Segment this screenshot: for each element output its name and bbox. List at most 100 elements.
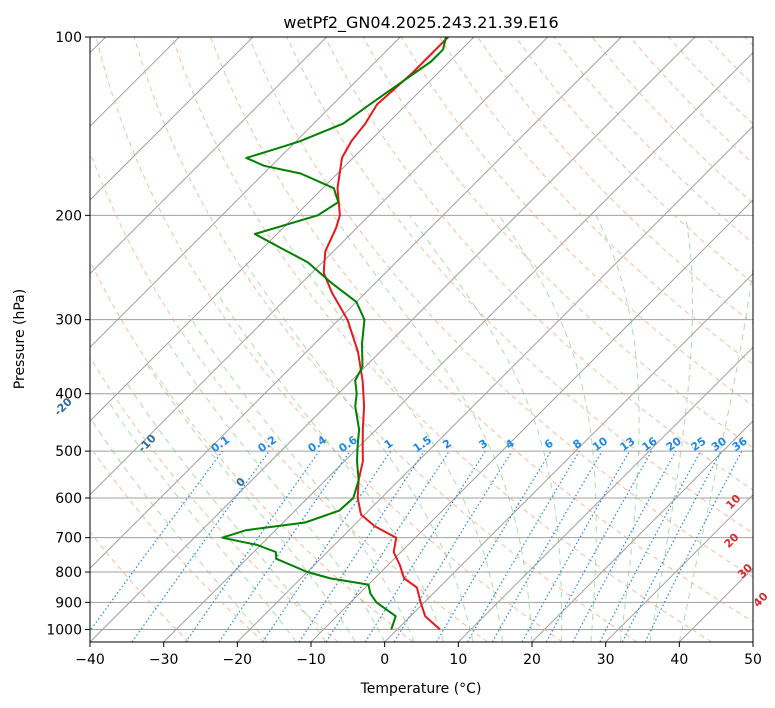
moist-adiabat-line bbox=[408, 215, 563, 642]
plot-frame bbox=[89, 36, 754, 643]
isotherm-line bbox=[90, 37, 549, 496]
y-tick-label: 1000 bbox=[46, 622, 82, 638]
y-tick-label: 600 bbox=[55, 491, 82, 507]
chart-title: wetPf2_GN04.2025.243.21.39.E16 bbox=[283, 13, 558, 33]
x-tick-label: 50 bbox=[744, 652, 762, 668]
y-tick-label: 900 bbox=[55, 595, 82, 611]
dry-adiabat-line bbox=[171, 37, 712, 642]
isotherm-line bbox=[236, 125, 753, 642]
line-labels: 0.10.20.40.611.52346810131620253036-100-… bbox=[0, 363, 771, 610]
mixing-ratio-line bbox=[599, 450, 702, 642]
mixing-ratio-label: 0.4 bbox=[306, 433, 330, 455]
dry-adiabat-line bbox=[744, 37, 753, 47]
y-axis-label: Pressure (hPa) bbox=[12, 289, 28, 389]
moist-adiabat-line bbox=[277, 227, 503, 642]
x-tick-label: 20 bbox=[523, 652, 541, 668]
y-tick-label: 300 bbox=[55, 313, 82, 329]
x-tick-label: 40 bbox=[670, 652, 688, 668]
y-tick-label: 200 bbox=[55, 208, 82, 224]
x-tick-label: −10 bbox=[296, 652, 326, 668]
isotherm-line bbox=[678, 567, 753, 642]
dry-adiabat-line bbox=[515, 37, 753, 284]
dry-adiabat-line bbox=[286, 37, 753, 534]
background-lines bbox=[90, 37, 753, 642]
mixing-ratio-label: 2 bbox=[440, 437, 454, 452]
mixing-ratio-label: 0.2 bbox=[256, 433, 279, 455]
moist-adiabat-line bbox=[332, 215, 533, 642]
mixing-ratio-line bbox=[131, 450, 270, 642]
x-tick-label: −30 bbox=[149, 652, 179, 668]
mixing-ratio-line bbox=[572, 450, 677, 642]
mixing-ratio-line bbox=[298, 450, 425, 642]
isotherm-line bbox=[605, 493, 753, 642]
dry-adiabat-line bbox=[133, 37, 638, 642]
x-axis-label: Temperature (°C) bbox=[360, 681, 482, 697]
dewpoint-line bbox=[221, 37, 447, 630]
y-tick-label: 400 bbox=[55, 387, 82, 403]
moist-adiabat-line bbox=[244, 262, 474, 642]
mixing-ratio-line bbox=[262, 450, 392, 642]
dry-adiabat-line bbox=[400, 37, 753, 407]
moist-adiabat-label: 20 bbox=[722, 530, 742, 550]
dry-adiabat-line bbox=[248, 37, 753, 578]
mixing-ratio-line bbox=[364, 450, 486, 642]
x-tick-label: −20 bbox=[223, 652, 253, 668]
moist-adiabat-line bbox=[165, 340, 386, 642]
isotherm-line bbox=[90, 37, 622, 570]
x-tick-label: 30 bbox=[597, 652, 615, 668]
temperature-line bbox=[322, 37, 449, 631]
x-tick-label: −40 bbox=[75, 652, 105, 668]
y-tick-label: 700 bbox=[55, 531, 82, 547]
dry-adiabat-line bbox=[668, 37, 753, 125]
moist-adiabat-line bbox=[678, 264, 753, 642]
dry-adiabat-line bbox=[210, 37, 753, 623]
dry-adiabat-line bbox=[90, 445, 264, 642]
isotherm-line bbox=[90, 37, 254, 201]
dry-adiabat-line bbox=[706, 37, 753, 86]
isotherm-line bbox=[90, 37, 475, 422]
x-tick-label: 0 bbox=[380, 652, 389, 668]
isotherm-line bbox=[531, 420, 753, 642]
mixing-ratio-line bbox=[466, 450, 580, 642]
mixing-ratio-line bbox=[185, 450, 320, 642]
isotherm-line bbox=[752, 641, 753, 642]
mixing-ratio-label: 0.1 bbox=[209, 433, 232, 455]
moist-adiabat-line bbox=[216, 292, 445, 642]
isotherm-line bbox=[384, 272, 753, 642]
mixing-ratio-label: 6 bbox=[542, 437, 556, 452]
y-tick-label: 500 bbox=[55, 444, 82, 460]
moist-adiabat-line bbox=[145, 362, 356, 642]
dry-adiabat-line bbox=[95, 37, 563, 642]
moist-adiabat-line bbox=[649, 215, 694, 642]
mixing-ratio-line bbox=[393, 450, 513, 642]
moist-adiabat-line bbox=[106, 399, 297, 642]
x-tick-label: 10 bbox=[449, 652, 467, 668]
isotherm-line bbox=[457, 346, 753, 642]
axis-ticks: −40 −30 −20 −10 0 10 20 30 40 5010020030040050060… bbox=[46, 30, 762, 668]
dry-adiabat-line bbox=[90, 150, 488, 642]
isotherm-line bbox=[90, 37, 328, 275]
isotherm-line bbox=[90, 37, 401, 349]
dry-adiabat-line bbox=[90, 259, 414, 642]
mixing-ratio-line bbox=[644, 450, 743, 642]
mixing-ratio-line bbox=[325, 450, 450, 642]
moist-adiabat-label: 10 bbox=[723, 492, 743, 512]
dry-adiabat-line bbox=[591, 37, 753, 204]
mixing-ratio-line bbox=[545, 450, 653, 642]
isotherm-line bbox=[90, 37, 696, 642]
mixing-ratio-line bbox=[218, 450, 351, 642]
mixing-ratio-label: 1.5 bbox=[411, 433, 434, 455]
y-tick-label: 800 bbox=[55, 565, 82, 581]
y-tick-label: 100 bbox=[55, 30, 82, 46]
mixing-ratio-line bbox=[90, 450, 223, 632]
moist-adiabat-line bbox=[90, 417, 268, 642]
mixing-ratio-line bbox=[521, 450, 631, 642]
dry-adiabat-line bbox=[90, 531, 190, 642]
dry-adiabat-line bbox=[438, 37, 753, 366]
isotherm-line bbox=[310, 199, 753, 642]
data-series bbox=[221, 37, 449, 631]
dry-adiabat-line bbox=[90, 356, 339, 642]
moist-adiabat-label: 40 bbox=[751, 590, 771, 610]
moist-adiabat-line bbox=[188, 315, 415, 642]
